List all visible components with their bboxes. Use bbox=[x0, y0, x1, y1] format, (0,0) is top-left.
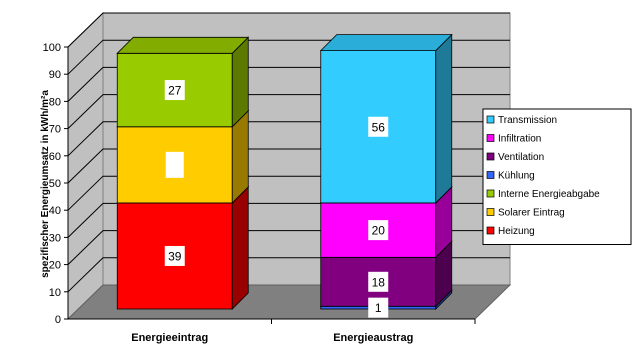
category-label: Energieaustrag bbox=[333, 332, 413, 344]
legend-label-kuehlung: Kühlung bbox=[498, 171, 535, 182]
bar-side-face bbox=[435, 33, 453, 204]
y-tick-label: 10 bbox=[49, 287, 61, 299]
y-tick-label: 30 bbox=[49, 232, 61, 244]
legend-swatch-infiltration bbox=[486, 134, 495, 142]
data-label: 20 bbox=[372, 224, 386, 238]
legend: Transmission Infiltration Ventilation Kühlu… bbox=[482, 108, 632, 245]
legend-swatch-heizung bbox=[486, 226, 495, 235]
legend-label-transmission: Transmission bbox=[498, 115, 557, 126]
legend-label-ventilation: Ventilation bbox=[498, 152, 544, 163]
data-label: 1 bbox=[375, 301, 382, 315]
y-axis-label: spezifischer Energieumsatz in kWh/m²a bbox=[40, 90, 51, 278]
legend-label-solarer-eintrag: Solarer Eintrag bbox=[498, 208, 565, 219]
data-label-box bbox=[368, 116, 389, 137]
data-label-box bbox=[164, 80, 185, 101]
bar-top-face bbox=[319, 34, 453, 51]
legend-label-interne-energieabgabe: Interne Energieabgabe bbox=[498, 189, 600, 200]
y-tick-label: 0 bbox=[55, 314, 61, 326]
data-label-box bbox=[368, 297, 389, 318]
bar-segment-interne-energieabgabe bbox=[116, 36, 250, 128]
y-tick-label: 60 bbox=[49, 151, 61, 163]
data-labels: 39 27 1 18 20 56 bbox=[164, 80, 389, 318]
bar-top-face bbox=[116, 36, 250, 54]
data-label-box bbox=[368, 220, 389, 241]
legend-swatch-interne-energieabgabe bbox=[486, 189, 495, 198]
y-tick-label: 40 bbox=[49, 205, 61, 217]
legend-box bbox=[482, 108, 632, 245]
y-tick-label: 80 bbox=[49, 96, 61, 108]
y-tick-label: 50 bbox=[49, 178, 61, 190]
y-tick-label: 70 bbox=[49, 124, 61, 136]
bar-front-face bbox=[116, 52, 233, 128]
legend-swatch-kuehlung bbox=[486, 171, 495, 179]
y-tick-label: 90 bbox=[49, 69, 61, 81]
legend-swatch-ventilation bbox=[486, 152, 495, 161]
gridline bbox=[67, 12, 510, 48]
data-label: 39 bbox=[168, 249, 182, 263]
data-label: 27 bbox=[168, 84, 182, 98]
data-label-box bbox=[165, 151, 184, 178]
data-label: 56 bbox=[372, 120, 386, 134]
bar-side-face bbox=[231, 185, 249, 310]
legend-swatch-transmission bbox=[486, 115, 495, 124]
data-label-box bbox=[368, 271, 389, 292]
legend-label-infiltration: Infiltration bbox=[498, 134, 541, 145]
legend-label-heizung: Heizung bbox=[498, 226, 535, 237]
y-tick-label: 20 bbox=[49, 260, 61, 272]
y-tick-label: 100 bbox=[43, 42, 61, 54]
axes: 0 10 20 30 40 50 60 70 80 90 100 Energieeintrag Ener… bbox=[43, 42, 476, 344]
legend-swatch-solarer-eintrag bbox=[486, 208, 495, 216]
data-label: 18 bbox=[372, 275, 386, 289]
data-label-box bbox=[164, 245, 185, 266]
category-label: Energieeintrag bbox=[131, 332, 208, 344]
